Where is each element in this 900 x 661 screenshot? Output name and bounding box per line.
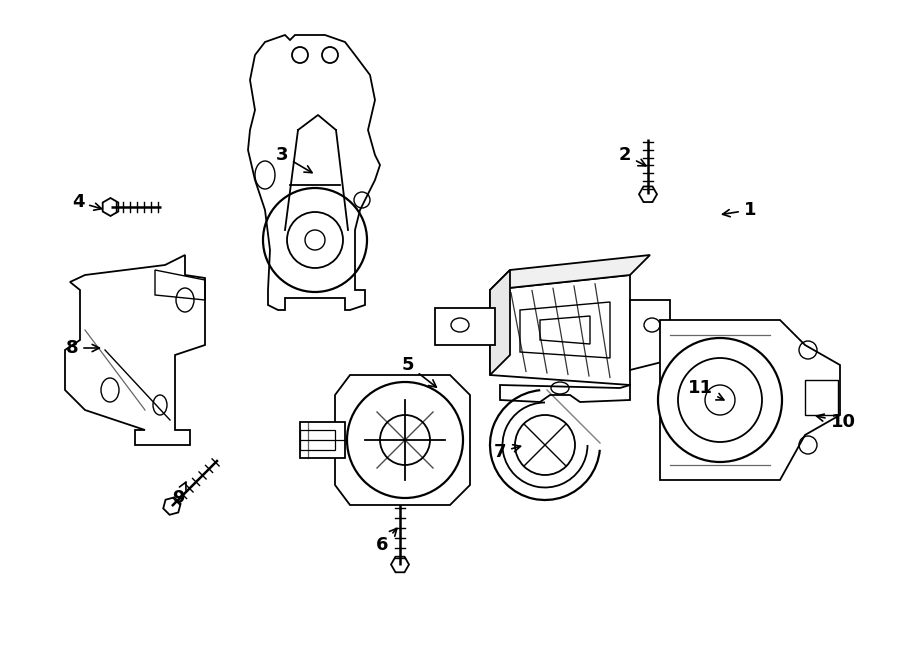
Text: 11: 11 (688, 379, 724, 400)
Polygon shape (300, 422, 345, 458)
Polygon shape (248, 35, 380, 310)
Text: 6: 6 (376, 528, 397, 554)
Text: 5: 5 (401, 356, 436, 387)
Polygon shape (731, 395, 749, 410)
Polygon shape (490, 255, 650, 290)
Polygon shape (630, 300, 670, 370)
Circle shape (347, 382, 463, 498)
Text: 1: 1 (723, 201, 756, 219)
Text: 8: 8 (66, 339, 99, 357)
Polygon shape (163, 497, 181, 515)
Circle shape (658, 338, 782, 462)
Polygon shape (391, 557, 409, 572)
Polygon shape (103, 198, 118, 216)
Text: 3: 3 (275, 146, 312, 173)
Polygon shape (639, 186, 657, 202)
Text: 7: 7 (494, 443, 520, 461)
Polygon shape (490, 275, 630, 385)
Text: 10: 10 (816, 413, 856, 431)
Polygon shape (660, 320, 840, 480)
Polygon shape (335, 375, 470, 505)
Polygon shape (500, 385, 630, 402)
Text: 2: 2 (619, 146, 646, 166)
Text: 9: 9 (172, 482, 186, 507)
Polygon shape (65, 255, 205, 445)
Polygon shape (435, 308, 495, 345)
Text: 4: 4 (72, 193, 102, 211)
Polygon shape (490, 270, 510, 375)
